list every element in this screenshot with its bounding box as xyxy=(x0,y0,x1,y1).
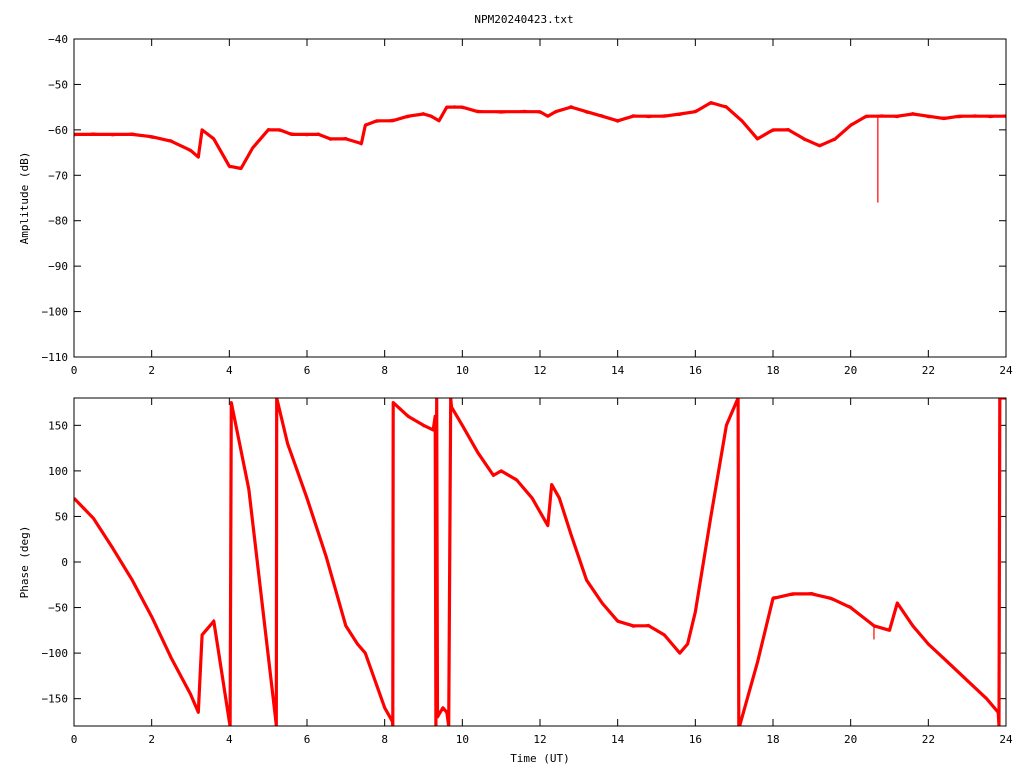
x-tick-label: 0 xyxy=(71,733,78,746)
x-tick-label: 0 xyxy=(71,364,78,377)
x-tick-label: 12 xyxy=(533,364,546,377)
y-tick-label: 50 xyxy=(55,510,68,523)
phase-x-ticks: 0 2 4 6 8 10 12 14 16 18 20 22 24 xyxy=(71,733,1013,746)
chart-title: NPM20240423.txt xyxy=(474,13,573,26)
x-tick-label: 8 xyxy=(381,364,388,377)
phase-plot-frame xyxy=(73,397,1007,727)
amplitude-noise-line xyxy=(74,103,1006,169)
y-tick-label: 100 xyxy=(48,465,68,478)
y-tick-label: −70 xyxy=(48,169,68,182)
phase-series xyxy=(74,398,1006,726)
x-tick-label: 2 xyxy=(148,733,155,746)
y-tick-label: −110 xyxy=(42,351,69,364)
y-tick-label: −60 xyxy=(48,124,68,137)
phase-line xyxy=(74,398,1006,726)
y-tick-label: 150 xyxy=(48,419,68,432)
phase-y-ticks: −150 −100 −50 0 50 100 150 xyxy=(42,419,69,705)
y-tick-label: 0 xyxy=(61,556,68,569)
x-tick-label: 2 xyxy=(148,364,155,377)
x-tick-label: 12 xyxy=(533,733,546,746)
x-tick-label: 22 xyxy=(922,364,935,377)
y-tick-label: −90 xyxy=(48,260,68,273)
x-tick-label: 4 xyxy=(226,733,233,746)
x-tick-label: 20 xyxy=(844,733,857,746)
x-tick-label: 10 xyxy=(456,733,469,746)
x-tick-label: 18 xyxy=(766,364,779,377)
x-tick-label: 22 xyxy=(922,733,935,746)
x-tick-label: 6 xyxy=(304,364,311,377)
x-tick-label: 16 xyxy=(689,733,702,746)
x-tick-label: 4 xyxy=(226,364,233,377)
y-tick-label: −50 xyxy=(48,78,68,91)
x-tick-label: 14 xyxy=(611,364,625,377)
amplitude-y-ticks: −110 −100 −90 −80 −70 −60 −50 −40 xyxy=(42,33,69,364)
phase-y-axis-label: Phase (deg) xyxy=(18,526,31,599)
x-tick-label: 24 xyxy=(999,733,1013,746)
phase-grid xyxy=(73,398,1007,726)
amplitude-plot-frame xyxy=(73,38,1007,358)
phase-x-axis-label: Time (UT) xyxy=(510,752,570,765)
amplitude-line xyxy=(74,100,1006,171)
amplitude-x-ticks: 0 2 4 6 8 10 12 14 16 18 20 22 24 xyxy=(71,364,1013,377)
y-tick-label: −80 xyxy=(48,215,68,228)
x-tick-label: 10 xyxy=(456,364,469,377)
amplitude-y-axis-label: Amplitude (dB) xyxy=(18,152,31,245)
x-tick-label: 6 xyxy=(304,733,311,746)
y-tick-label: −150 xyxy=(42,693,69,706)
amplitude-panel: −110−100−90−80−70−60−50−40 0 2 4 6 8 10 12 14 16… xyxy=(18,33,1013,377)
x-tick-label: 8 xyxy=(381,733,388,746)
y-tick-label: −50 xyxy=(48,602,68,615)
x-tick-label: 14 xyxy=(611,733,625,746)
amplitude-grid xyxy=(73,38,1007,358)
x-tick-label: 16 xyxy=(689,364,702,377)
amplitude-series xyxy=(74,100,1006,203)
x-tick-label: 24 xyxy=(999,364,1013,377)
x-tick-label: 18 xyxy=(766,733,779,746)
y-tick-label: −100 xyxy=(42,647,69,660)
y-tick-label: −100 xyxy=(42,306,69,319)
y-tick-label: −40 xyxy=(48,33,68,46)
x-tick-label: 20 xyxy=(844,364,857,377)
phase-noise-line xyxy=(74,398,1005,726)
